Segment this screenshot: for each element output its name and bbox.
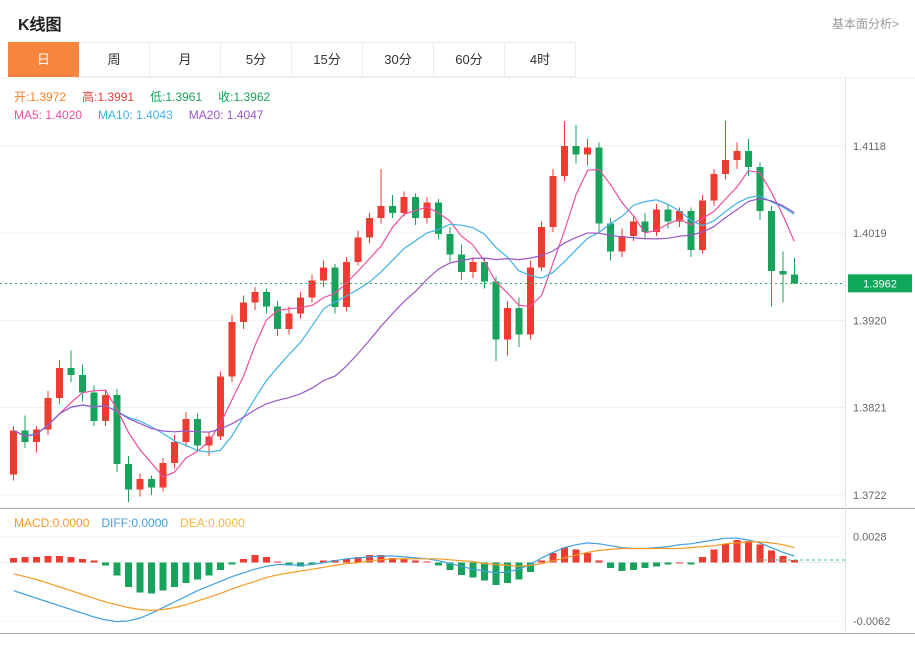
tab-15min[interactable]: 15分	[292, 42, 363, 77]
current-price-badge	[848, 274, 912, 293]
svg-text:1.3722: 1.3722	[853, 490, 887, 502]
candles-layer	[10, 121, 798, 502]
page-header: K线图 基本面分析>	[0, 0, 915, 35]
tab-60min[interactable]: 60分	[434, 42, 505, 77]
grid-layer: 1.4118 1.4019 1.3920 1.3821 1.3722 0.0028 -0.0…	[0, 141, 890, 628]
ma5-line	[13, 168, 795, 478]
tab-4hour[interactable]: 4时	[505, 42, 576, 77]
fundamental-analysis-link[interactable]: 基本面分析>	[831, 16, 899, 31]
ma20-line	[13, 197, 795, 437]
tab-day[interactable]: 日	[8, 42, 79, 77]
diff-line	[13, 537, 795, 623]
tab-week[interactable]: 周	[79, 42, 150, 77]
chart-area: 1.4118 1.4019 1.3920 1.3821 1.3722 0.0028 -0.0…	[0, 78, 915, 638]
svg-text:1.4118: 1.4118	[853, 141, 886, 153]
tab-30min[interactable]: 30分	[363, 42, 434, 77]
svg-text:1.4019: 1.4019	[853, 228, 887, 240]
svg-text:-0.0062: -0.0062	[853, 616, 890, 628]
svg-text:1.3920: 1.3920	[853, 315, 887, 327]
tab-5min[interactable]: 5分	[221, 42, 292, 77]
period-tabs: 日 周 月 5分 15分 30分 60分 4时	[0, 42, 915, 78]
svg-text:0.0028: 0.0028	[853, 531, 887, 543]
tab-month[interactable]: 月	[150, 42, 221, 77]
kline-chart[interactable]: 1.4118 1.4019 1.3920 1.3821 1.3722 0.0028 -0.0…	[0, 78, 915, 638]
page-title: K线图	[18, 17, 62, 34]
current-price-label: 1.3962	[863, 278, 897, 290]
svg-text:1.3821: 1.3821	[853, 403, 887, 415]
ma10-line	[13, 194, 795, 453]
dea-line	[13, 541, 795, 612]
